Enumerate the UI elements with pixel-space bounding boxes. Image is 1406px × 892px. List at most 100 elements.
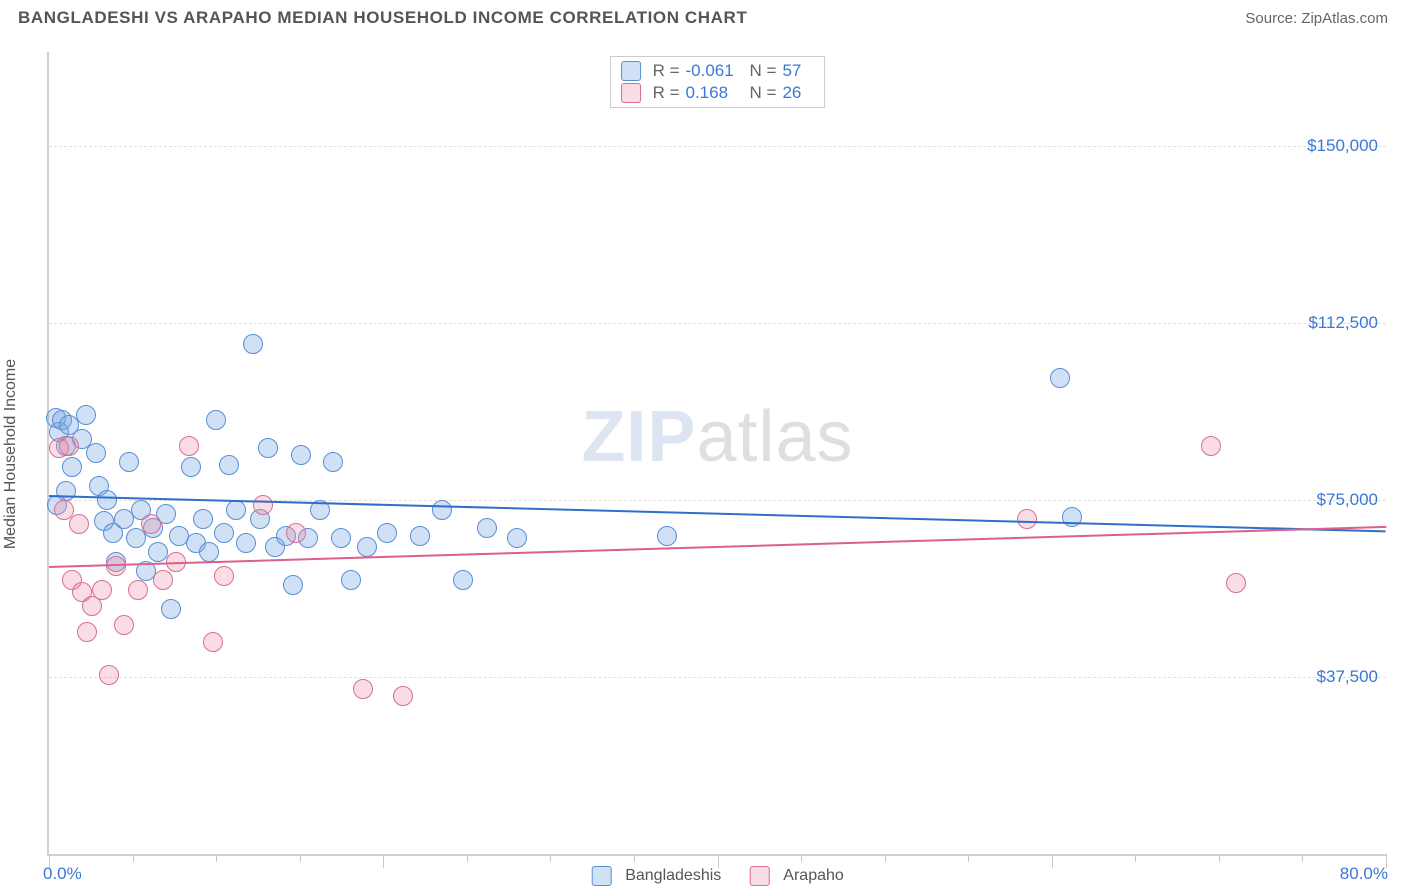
scatter-marker [432,500,452,520]
scatter-marker [77,622,97,642]
n-value-1: 57 [782,61,810,81]
scatter-marker [119,452,139,472]
scatter-marker [1050,368,1070,388]
scatter-marker [148,542,168,562]
scatter-marker [453,570,473,590]
legend-label-1: Bangladeshis [625,867,721,885]
legend-swatch-1 [591,866,611,886]
scatter-marker [128,580,148,600]
scatter-marker [99,665,119,685]
legend-item-2: Arapaho [749,866,844,886]
scatter-marker [341,570,361,590]
x-axis-tick [718,854,719,868]
scatter-marker [410,526,430,546]
gridline [49,323,1386,324]
stats-row-series-2: R = 0.168 N = 26 [611,83,825,105]
r-label: R = [653,61,680,81]
x-axis-tick [467,854,468,862]
x-axis-tick [133,854,134,862]
source-label: Source: ZipAtlas.com [1245,10,1388,27]
scatter-marker [214,523,234,543]
scatter-marker [62,457,82,477]
swatch-series-1 [621,61,641,81]
x-axis-tick [383,854,384,868]
scatter-marker [92,580,112,600]
n-value-2: 26 [782,83,810,103]
source-name: ZipAtlas.com [1301,10,1388,27]
stats-row-series-1: R = -0.061 N = 57 [611,61,825,83]
scatter-marker [243,334,263,354]
x-axis-tick [634,854,635,862]
r-label: R = [653,83,680,103]
n-label: N = [750,61,777,81]
scatter-marker [1017,509,1037,529]
correlation-stats-box: R = -0.061 N = 57 R = 0.168 N = 26 [610,56,826,108]
x-axis-tick [550,854,551,862]
source-prefix: Source: [1245,10,1301,27]
x-axis-tick [968,854,969,862]
x-axis-max-label: 80.0% [1340,864,1388,884]
scatter-marker [507,528,527,548]
r-value-2: 0.168 [686,83,744,103]
scatter-marker [106,556,126,576]
swatch-series-2 [621,83,641,103]
scatter-marker [141,514,161,534]
legend-item-1: Bangladeshis [591,866,721,886]
scatter-marker [393,686,413,706]
scatter-marker [69,514,89,534]
x-axis-tick [1219,854,1220,862]
scatter-marker [377,523,397,543]
y-axis-tick-label: $150,000 [1307,136,1378,156]
scatter-marker [283,575,303,595]
scatter-marker [219,455,239,475]
x-axis-tick [1135,854,1136,862]
x-axis-tick [1302,854,1303,862]
x-axis-tick [885,854,886,862]
scatter-marker [253,495,273,515]
gridline [49,677,1386,678]
scatter-marker [286,523,306,543]
chart-container: Median Household Income ZIPatlas R = -0.… [47,52,1386,856]
scatter-marker [226,500,246,520]
legend-label-2: Arapaho [783,867,844,885]
scatter-marker [357,537,377,557]
scatter-marker [323,452,343,472]
scatter-marker [179,436,199,456]
scatter-marker [181,457,201,477]
scatter-marker [258,438,278,458]
x-axis-tick [1386,854,1387,868]
scatter-marker [86,443,106,463]
chart-title: BANGLADESHI VS ARAPAHO MEDIAN HOUSEHOLD … [18,8,747,28]
x-axis-tick [801,854,802,862]
n-label: N = [750,83,777,103]
legend-swatch-2 [749,866,769,886]
scatter-marker [97,490,117,510]
gridline [49,146,1386,147]
scatter-marker [203,632,223,652]
scatter-marker [291,445,311,465]
y-axis-tick-label: $37,500 [1317,667,1378,687]
scatter-marker [214,566,234,586]
bottom-legend: Bangladeshis Arapaho [591,866,844,886]
watermark: ZIPatlas [581,396,853,478]
x-axis-tick [300,854,301,862]
r-value-1: -0.061 [686,61,744,81]
scatter-marker [353,679,373,699]
scatter-marker [657,526,677,546]
scatter-marker [114,615,134,635]
scatter-marker [153,570,173,590]
x-axis-tick [216,854,217,862]
scatter-marker [477,518,497,538]
scatter-marker [206,410,226,430]
x-axis-tick [1052,854,1053,868]
scatter-marker [59,436,79,456]
scatter-marker [1201,436,1221,456]
x-axis-tick [49,854,50,868]
scatter-marker [1226,573,1246,593]
scatter-marker [193,509,213,529]
y-axis-title: Median Household Income [2,264,20,454]
scatter-marker [331,528,351,548]
scatter-marker [76,405,96,425]
y-axis-tick-label: $112,500 [1308,313,1378,333]
y-axis-tick-label: $75,000 [1317,490,1378,510]
